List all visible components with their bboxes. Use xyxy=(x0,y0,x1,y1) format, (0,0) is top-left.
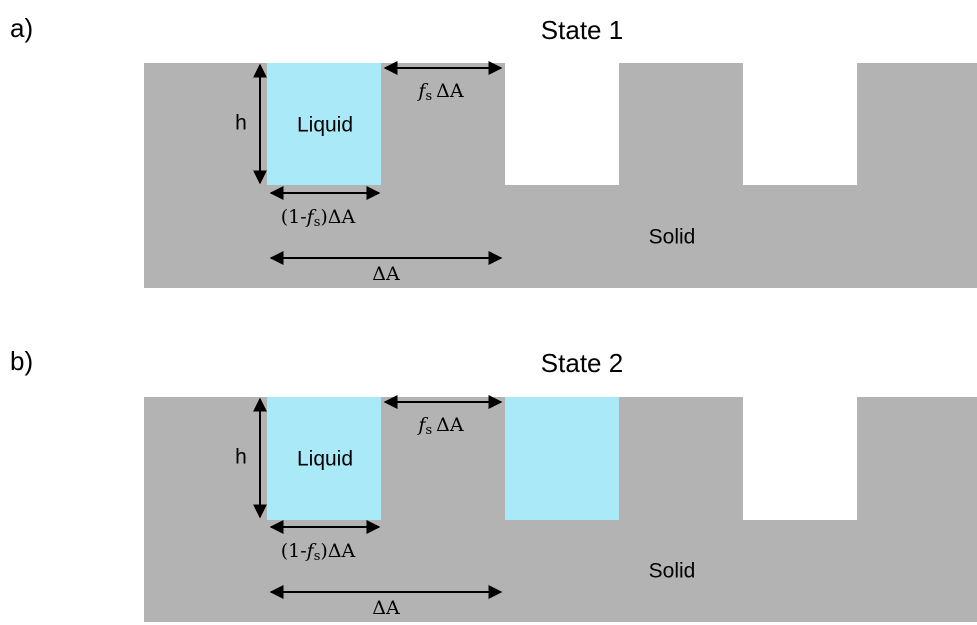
empty-pit xyxy=(505,63,619,185)
liquid-label: Liquid xyxy=(297,448,353,471)
panel-label: b) xyxy=(10,346,33,376)
panel-title: State 1 xyxy=(541,15,623,45)
empty-pit xyxy=(743,63,857,185)
panel-title: State 2 xyxy=(541,348,623,378)
solid-label: Solid xyxy=(649,226,696,249)
liquid-pit xyxy=(505,397,619,520)
area-label: ΔA xyxy=(372,263,400,285)
liquid-label: Liquid xyxy=(297,114,353,137)
area-label: ΔA xyxy=(372,597,400,619)
solid-label: Solid xyxy=(649,560,696,583)
height-label: h xyxy=(235,446,247,469)
empty-pit xyxy=(743,397,857,520)
panel-label: a) xyxy=(10,13,33,43)
height-label: h xyxy=(235,112,247,135)
diagram: a) State 1 h Liquid Solid fsΔA (1-fs)ΔA … xyxy=(0,0,977,625)
